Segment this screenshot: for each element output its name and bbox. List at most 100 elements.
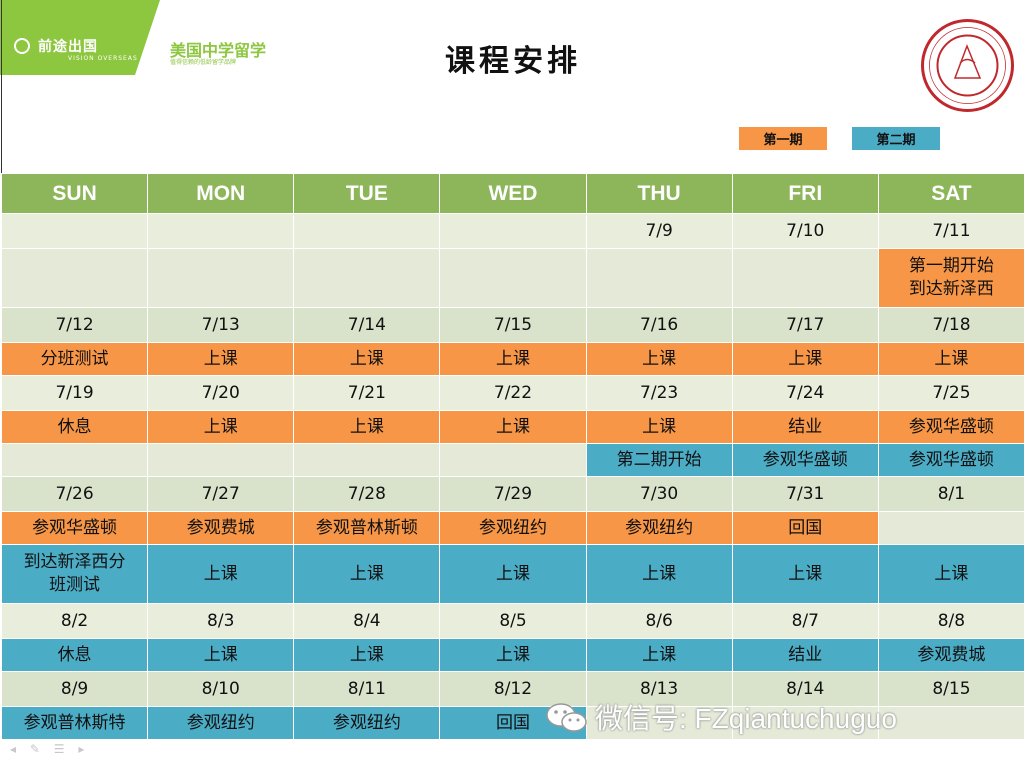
date-cell: 7/22 <box>439 375 587 411</box>
date-cell <box>147 213 295 249</box>
weekday-header-row: SUN MON TUE WED THU FRI SAT <box>0 173 1025 214</box>
event-cell: 上课 <box>585 638 733 672</box>
date-cell: 7/9 <box>585 213 733 249</box>
event-cell <box>147 443 295 477</box>
date-cell: 7/12 <box>0 307 149 343</box>
event-cell: 休息 <box>0 410 149 444</box>
event-cell <box>0 248 149 308</box>
date-cell: 7/14 <box>293 307 441 343</box>
event-cell: 第一期开始 到达新泽西 <box>877 248 1025 308</box>
event-row: 第一期开始 到达新泽西 <box>0 248 1025 308</box>
event-cell: 上课 <box>147 342 295 376</box>
weekday-header-wed: WED <box>439 173 587 214</box>
event-row: 分班测试 上课 上课 上课 上课 上课 上课 <box>0 342 1025 376</box>
event-cell: 参观费城 <box>877 638 1025 672</box>
prev-slide-icon[interactable]: ◂ <box>10 742 17 756</box>
event-cell: 参观费城 <box>147 511 295 545</box>
date-cell: 8/4 <box>293 603 441 639</box>
date-cell: 7/17 <box>731 307 879 343</box>
event-cell: 参观纽约 <box>439 511 587 545</box>
event-cell <box>293 443 441 477</box>
weekday-header-fri: FRI <box>731 173 879 214</box>
date-cell: 7/25 <box>877 375 1025 411</box>
slide-nav-controls: ◂ ✎ ☰ ▸ <box>10 742 84 756</box>
event-cell: 参观华盛顿 <box>731 443 879 477</box>
date-cell: 7/18 <box>877 307 1025 343</box>
weekday-header-thu: THU <box>585 173 733 214</box>
date-cell: 8/5 <box>439 603 587 639</box>
school-seal-icon <box>921 19 1014 112</box>
date-cell: 8/3 <box>147 603 295 639</box>
brand-banner-shape <box>0 0 160 75</box>
date-row: 7/12 7/13 7/14 7/15 7/16 7/17 7/18 <box>0 307 1025 343</box>
date-cell: 7/24 <box>731 375 879 411</box>
event-row: 到达新泽西分 班测试 上课 上课 上课 上课 上课 上课 <box>0 544 1025 604</box>
date-cell: 7/15 <box>439 307 587 343</box>
event-cell: 上课 <box>147 410 295 444</box>
event-cell: 参观华盛顿 <box>877 443 1025 477</box>
event-cell: 参观纽约 <box>147 706 295 740</box>
date-cell: 7/27 <box>147 476 295 512</box>
event-cell: 参观普林斯顿 <box>293 511 441 545</box>
date-cell: 7/13 <box>147 307 295 343</box>
date-cell: 7/28 <box>293 476 441 512</box>
event-cell <box>877 511 1025 545</box>
date-cell: 7/19 <box>0 375 149 411</box>
date-cell: 7/10 <box>731 213 879 249</box>
event-cell: 结业 <box>731 410 879 444</box>
event-row: 第二期开始 参观华盛顿 参观华盛顿 <box>0 443 1025 477</box>
wechat-watermark: 微信号: FZqiantuchuguo <box>545 697 897 737</box>
date-cell: 7/29 <box>439 476 587 512</box>
date-cell: 7/16 <box>585 307 733 343</box>
date-cell: 8/12 <box>439 671 587 707</box>
org-tagline: 值得信赖的低龄留学品牌 <box>170 59 237 66</box>
date-row: 8/2 8/3 8/4 8/5 8/6 8/7 8/8 <box>0 603 1025 639</box>
event-cell: 上课 <box>439 410 587 444</box>
date-cell: 8/2 <box>0 603 149 639</box>
event-cell <box>439 248 587 308</box>
event-cell <box>585 248 733 308</box>
event-row: 参观普林斯特 参观纽约 参观纽约 回国 <box>0 706 1025 740</box>
schedule-body: 7/9 7/10 7/11 第一期开始 到达新泽西 7/12 7/13 7/14 7/15 7/… <box>0 213 1025 740</box>
legend-term-2: 第二期 <box>852 127 940 150</box>
weekday-header-sat: SAT <box>877 173 1025 214</box>
event-cell: 上课 <box>147 638 295 672</box>
date-cell: 7/23 <box>585 375 733 411</box>
date-row: 8/9 8/10 8/11 8/12 8/13 8/14 8/15 <box>0 671 1025 707</box>
date-cell: 7/30 <box>585 476 733 512</box>
date-cell: 7/11 <box>877 213 1025 249</box>
brand-name: 前途出国 <box>38 39 98 55</box>
event-cell: 上课 <box>585 410 733 444</box>
weekday-header-tue: TUE <box>293 173 441 214</box>
brand-banner: 前途出国 VISION OVERSEAS <box>0 0 160 75</box>
date-cell <box>0 213 149 249</box>
menu-icon[interactable]: ☰ <box>53 742 65 756</box>
date-cell: 8/14 <box>731 671 879 707</box>
event-cell: 上课 <box>877 342 1025 376</box>
date-row: 7/19 7/20 7/21 7/22 7/23 7/24 7/25 <box>0 375 1025 411</box>
event-cell: 上课 <box>585 342 733 376</box>
event-cell: 上课 <box>293 342 441 376</box>
event-cell: 参观纽约 <box>293 706 441 740</box>
event-cell: 休息 <box>0 638 149 672</box>
brand-tagline: VISION OVERSEAS <box>68 55 138 62</box>
legend-term-1: 第一期 <box>739 127 827 150</box>
date-cell <box>293 213 441 249</box>
date-cell <box>439 213 587 249</box>
event-cell: 结业 <box>731 638 879 672</box>
event-cell <box>0 443 149 477</box>
date-cell: 8/10 <box>147 671 295 707</box>
date-row: 7/9 7/10 7/11 <box>0 213 1025 249</box>
next-slide-icon[interactable]: ▸ <box>78 742 85 756</box>
date-cell: 8/15 <box>877 671 1025 707</box>
date-row: 7/26 7/27 7/28 7/29 7/30 7/31 8/1 <box>0 476 1025 512</box>
event-cell: 参观华盛顿 <box>877 410 1025 444</box>
event-cell <box>439 443 587 477</box>
event-cell: 上课 <box>439 544 587 604</box>
event-cell: 参观华盛顿 <box>0 511 149 545</box>
weekday-header-sun: SUN <box>0 173 149 214</box>
pen-icon[interactable]: ✎ <box>29 742 40 756</box>
event-cell <box>293 248 441 308</box>
event-cell <box>877 706 1025 740</box>
event-cell: 回国 <box>731 511 879 545</box>
